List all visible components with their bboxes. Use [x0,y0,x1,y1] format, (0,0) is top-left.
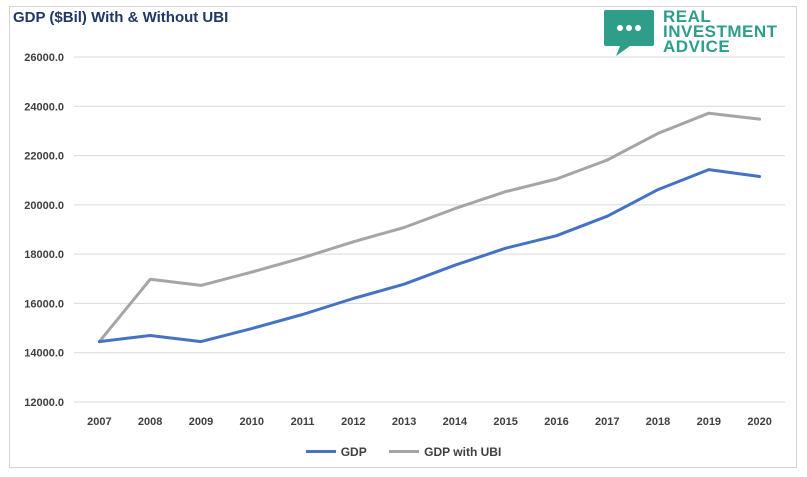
x-tick-label: 2014 [443,416,468,428]
x-tick-label: 2020 [747,416,771,428]
x-tick-label: 2017 [595,416,619,428]
x-tick-label: 2015 [493,416,517,428]
legend-swatch-gdp-with-ubi [389,450,420,453]
x-tick-label: 2010 [240,416,264,428]
series-lines [97,111,762,344]
y-tick-label: 12000.0 [24,397,64,409]
x-tick-label: 2018 [646,416,670,428]
x-tick-label: 2016 [544,416,568,428]
x-tick-label: 2012 [341,416,365,428]
legend-label-gdp: GDP [340,444,367,459]
legend: GDP GDP with UBI [0,440,807,459]
brand-name: REAL INVESTMENT ADVICE [663,7,778,56]
x-tick-label: 2019 [697,416,721,428]
logo-icon [604,10,654,56]
x-tick-label: 2008 [138,416,162,428]
gridlines [74,56,785,403]
brand-line-3: ADVICE [663,37,731,56]
legend-item-gdp: GDP [305,444,367,459]
y-tick-label: 24000.0 [24,101,64,113]
x-axis-labels: 2007 2008 2009 2010 2011 2012 2013 2014 2015 2016… [87,416,772,428]
x-tick-label: 2009 [189,416,213,428]
y-tick-label: 26000.0 [24,52,64,64]
y-tick-label: 16000.0 [24,298,64,310]
y-tick-label: 18000.0 [24,249,64,261]
chart-frame [9,6,797,468]
x-tick-label: 2007 [87,416,111,428]
legend-item-gdp-with-ubi: GDP with UBI [389,445,501,459]
chart-title: GDP ($Bil) With & Without UBI [13,9,229,26]
y-tick-label: 14000.0 [24,348,64,360]
y-tick-label: 22000.0 [24,151,64,163]
x-tick-label: 2011 [291,416,315,428]
brand-line-1: REAL [663,7,712,26]
brand-line-2: INVESTMENT [663,22,778,41]
series-line-gdp-with-ubi [97,111,762,344]
y-tick-label: 20000.0 [24,200,64,212]
series-line-gdp [97,168,762,344]
legend-label-gdp-with-ubi: GDP with UBI [424,444,502,459]
legend-swatch-gdp [305,450,336,453]
x-tick-label: 2013 [392,416,416,428]
y-axis-labels: 12000.0 14000.0 16000.0 18000.0 20000.0 22000… [24,52,64,409]
